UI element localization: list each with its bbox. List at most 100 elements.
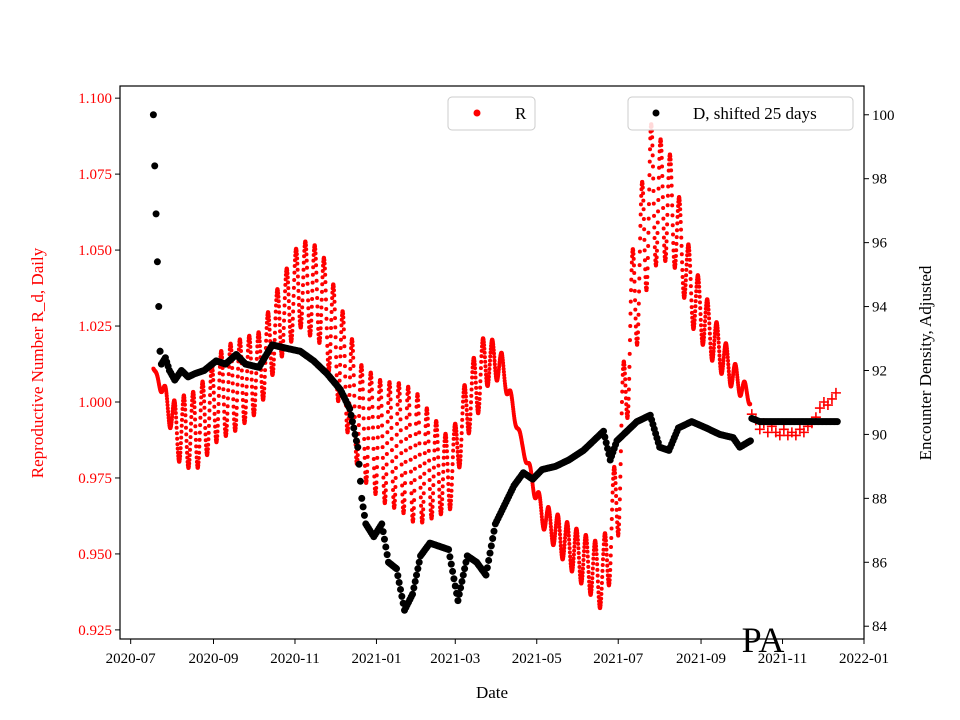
r-point (726, 362, 731, 367)
r-point (217, 371, 222, 376)
r-point (322, 258, 327, 263)
r-point (401, 508, 406, 513)
r-point (249, 384, 254, 389)
r-point (632, 288, 637, 293)
r-point (661, 226, 666, 231)
r-point (721, 358, 726, 363)
r-point (693, 304, 698, 309)
r-point (439, 502, 444, 507)
r-point (250, 391, 255, 396)
r-point (445, 455, 450, 460)
r-point (431, 483, 436, 488)
r-point (409, 480, 414, 485)
r-point (243, 410, 248, 415)
r-point (689, 310, 694, 315)
r-point (226, 372, 231, 377)
r-point (180, 412, 185, 417)
r-point (248, 356, 253, 361)
r-point (488, 358, 492, 363)
r-point (642, 258, 647, 263)
r-point (201, 388, 206, 393)
r-point (235, 398, 240, 403)
r-point (211, 378, 216, 383)
r-point (426, 439, 431, 444)
r-point (215, 423, 220, 428)
d-point (355, 460, 363, 468)
y-right-tick-label: 94 (872, 300, 888, 316)
r-point (282, 311, 287, 316)
r-point (623, 383, 628, 388)
r-point (586, 559, 591, 564)
r-point (434, 420, 439, 425)
r-point (407, 403, 412, 408)
r-point (726, 365, 731, 370)
r-point (334, 364, 339, 369)
r-point (665, 212, 670, 217)
r-point (556, 518, 561, 523)
r-point (366, 436, 371, 441)
r-point (468, 406, 473, 411)
r-point (641, 198, 646, 203)
d-point (457, 584, 465, 592)
r-point (283, 282, 288, 287)
r-point (501, 360, 506, 365)
r-point (397, 391, 402, 396)
r-point (257, 343, 262, 348)
r-point (188, 441, 193, 446)
r-point (603, 535, 608, 540)
r-point (629, 268, 634, 273)
r-point (590, 566, 595, 571)
r-point (310, 272, 315, 277)
x-tick-label: 2021-09 (676, 651, 726, 667)
r-point (684, 273, 689, 278)
r-point (627, 376, 632, 381)
r-point (589, 587, 594, 592)
r-point (300, 290, 305, 295)
r-point (341, 315, 346, 320)
r-point (631, 251, 636, 256)
y-left-tick-label: 1.075 (78, 167, 112, 183)
r-point (292, 278, 297, 283)
d-point (490, 527, 498, 535)
r-point (483, 372, 488, 377)
r-point (351, 355, 356, 360)
r-point (600, 568, 605, 573)
r-point (678, 220, 683, 225)
r-point (619, 423, 624, 428)
r-point (553, 531, 558, 536)
r-point (661, 216, 666, 221)
r-point (387, 381, 392, 386)
r-point (707, 321, 712, 326)
r-point (318, 326, 323, 331)
r-point (212, 418, 217, 423)
r-point (425, 411, 430, 416)
r-point (183, 425, 188, 430)
r-point (467, 425, 472, 430)
r-point (711, 352, 716, 357)
r-point (605, 563, 610, 568)
r-point (398, 407, 403, 412)
d-point (358, 494, 366, 502)
r-point (699, 323, 704, 328)
r-point (601, 552, 606, 557)
r-point (366, 426, 371, 431)
r-point (548, 521, 553, 526)
r-point (233, 422, 238, 427)
r-point (338, 345, 343, 350)
r-point (399, 473, 404, 478)
r-point (280, 351, 285, 356)
r-point (473, 380, 478, 385)
r-point (628, 299, 633, 304)
r-point (416, 411, 421, 416)
r-point (357, 396, 362, 401)
r-point (327, 365, 332, 370)
r-point (322, 261, 327, 266)
r-point (243, 415, 248, 420)
r-point (248, 350, 253, 355)
r-point (262, 374, 267, 379)
r-point (617, 507, 622, 512)
r-point (243, 418, 248, 423)
r-point (562, 546, 567, 551)
r-point (449, 488, 454, 493)
r-point (448, 498, 453, 503)
